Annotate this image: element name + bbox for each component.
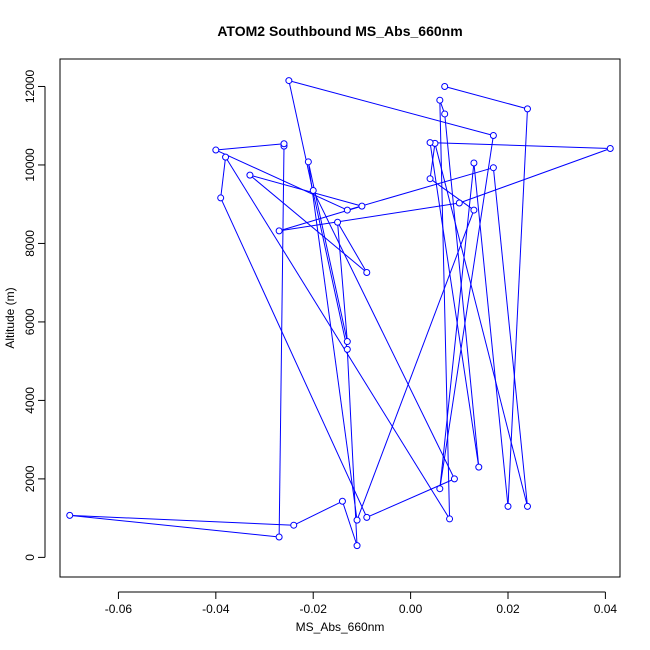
data-point	[304, 158, 312, 166]
data-point	[475, 463, 483, 471]
series-segment	[356, 209, 475, 521]
series-segment	[492, 167, 528, 507]
series-segment	[215, 143, 285, 151]
series-segment	[220, 157, 227, 198]
series-segment	[366, 478, 455, 518]
data-point	[436, 96, 444, 104]
data-point	[353, 542, 361, 550]
data-point	[504, 502, 512, 510]
series-segment	[337, 222, 348, 342]
data-point	[606, 144, 614, 152]
data-point	[441, 110, 449, 118]
data-point	[280, 140, 288, 148]
y-tick-label: 10000	[23, 148, 37, 182]
y-tick-label: 8000	[23, 230, 37, 257]
data-point	[353, 516, 361, 524]
series-segment	[249, 174, 368, 273]
x-tick-label: 0.00	[399, 602, 423, 616]
data-point	[489, 132, 497, 140]
data-point	[363, 513, 371, 521]
series-segment	[434, 143, 528, 507]
series-segment	[279, 202, 460, 232]
data-point	[275, 533, 283, 541]
data-point	[275, 227, 283, 235]
data-point	[455, 199, 463, 207]
y-tick-label: 12000	[23, 69, 37, 103]
data-point	[363, 268, 371, 276]
data-point	[470, 159, 478, 167]
x-axis-label: MS_Abs_660nm	[296, 620, 385, 634]
series-segment	[439, 162, 475, 489]
series-segment	[341, 501, 358, 546]
x-tick-label: 0.04	[594, 602, 618, 616]
data-point	[246, 171, 254, 179]
y-axis: 0 2000 4000 6000 8000 10000 12000	[23, 69, 46, 561]
series-segment	[288, 80, 348, 350]
series-segment	[307, 161, 358, 521]
series-segment	[439, 100, 451, 519]
plot-frame	[59, 58, 621, 578]
data-point	[450, 475, 458, 483]
series-segment	[249, 174, 363, 207]
data-point	[436, 485, 444, 493]
data-point	[441, 82, 449, 90]
series-segment	[337, 221, 368, 273]
data-point	[212, 146, 220, 154]
x-tick-label: 0.02	[496, 602, 520, 616]
series-segment	[215, 149, 348, 211]
data-point	[446, 515, 454, 523]
data-point	[343, 345, 351, 353]
series-segment	[507, 108, 528, 507]
data-point	[338, 497, 346, 505]
data-series	[66, 77, 614, 550]
series-segment	[293, 500, 343, 526]
data-point	[343, 338, 351, 346]
x-tick-label: -0.02	[300, 602, 328, 616]
data-point	[523, 105, 531, 113]
data-point	[358, 202, 366, 210]
data-point	[426, 175, 434, 183]
data-point	[66, 511, 74, 519]
data-point	[222, 153, 230, 161]
y-axis-label: Altitude (m)	[3, 287, 17, 348]
series-segment	[429, 142, 480, 468]
data-point	[343, 206, 351, 214]
data-point	[489, 164, 497, 172]
y-tick-label: 4000	[23, 387, 37, 414]
series-segment	[346, 349, 358, 546]
series-segment	[69, 514, 280, 538]
data-point	[309, 186, 317, 194]
series-segment	[444, 113, 480, 468]
series-segment	[347, 167, 494, 211]
data-point	[290, 521, 298, 529]
data-point	[334, 218, 342, 226]
data-point	[523, 502, 531, 510]
y-tick-label: 2000	[23, 465, 37, 492]
series-segment	[220, 197, 368, 518]
series-segment	[444, 85, 528, 110]
data-point	[285, 77, 293, 85]
series-segment	[69, 514, 294, 526]
series-segment	[278, 146, 285, 537]
series-segment	[288, 80, 494, 137]
y-tick-label: 0	[23, 554, 37, 561]
data-point	[426, 139, 434, 147]
data-point	[470, 206, 478, 214]
series-segment	[430, 142, 611, 149]
chart-title: ATOM2 Southbound MS_Abs_660nm	[217, 23, 462, 39]
series-segment	[459, 148, 611, 204]
series-segment	[312, 190, 455, 480]
x-tick-label: -0.06	[105, 602, 133, 616]
series-segment	[225, 156, 450, 520]
x-tick-label: -0.04	[202, 602, 230, 616]
x-axis: -0.06 -0.04 -0.02 0.00 0.02 0.04	[105, 591, 618, 616]
y-tick-label: 6000	[23, 308, 37, 335]
data-point	[217, 194, 225, 202]
series-segment	[473, 162, 509, 507]
